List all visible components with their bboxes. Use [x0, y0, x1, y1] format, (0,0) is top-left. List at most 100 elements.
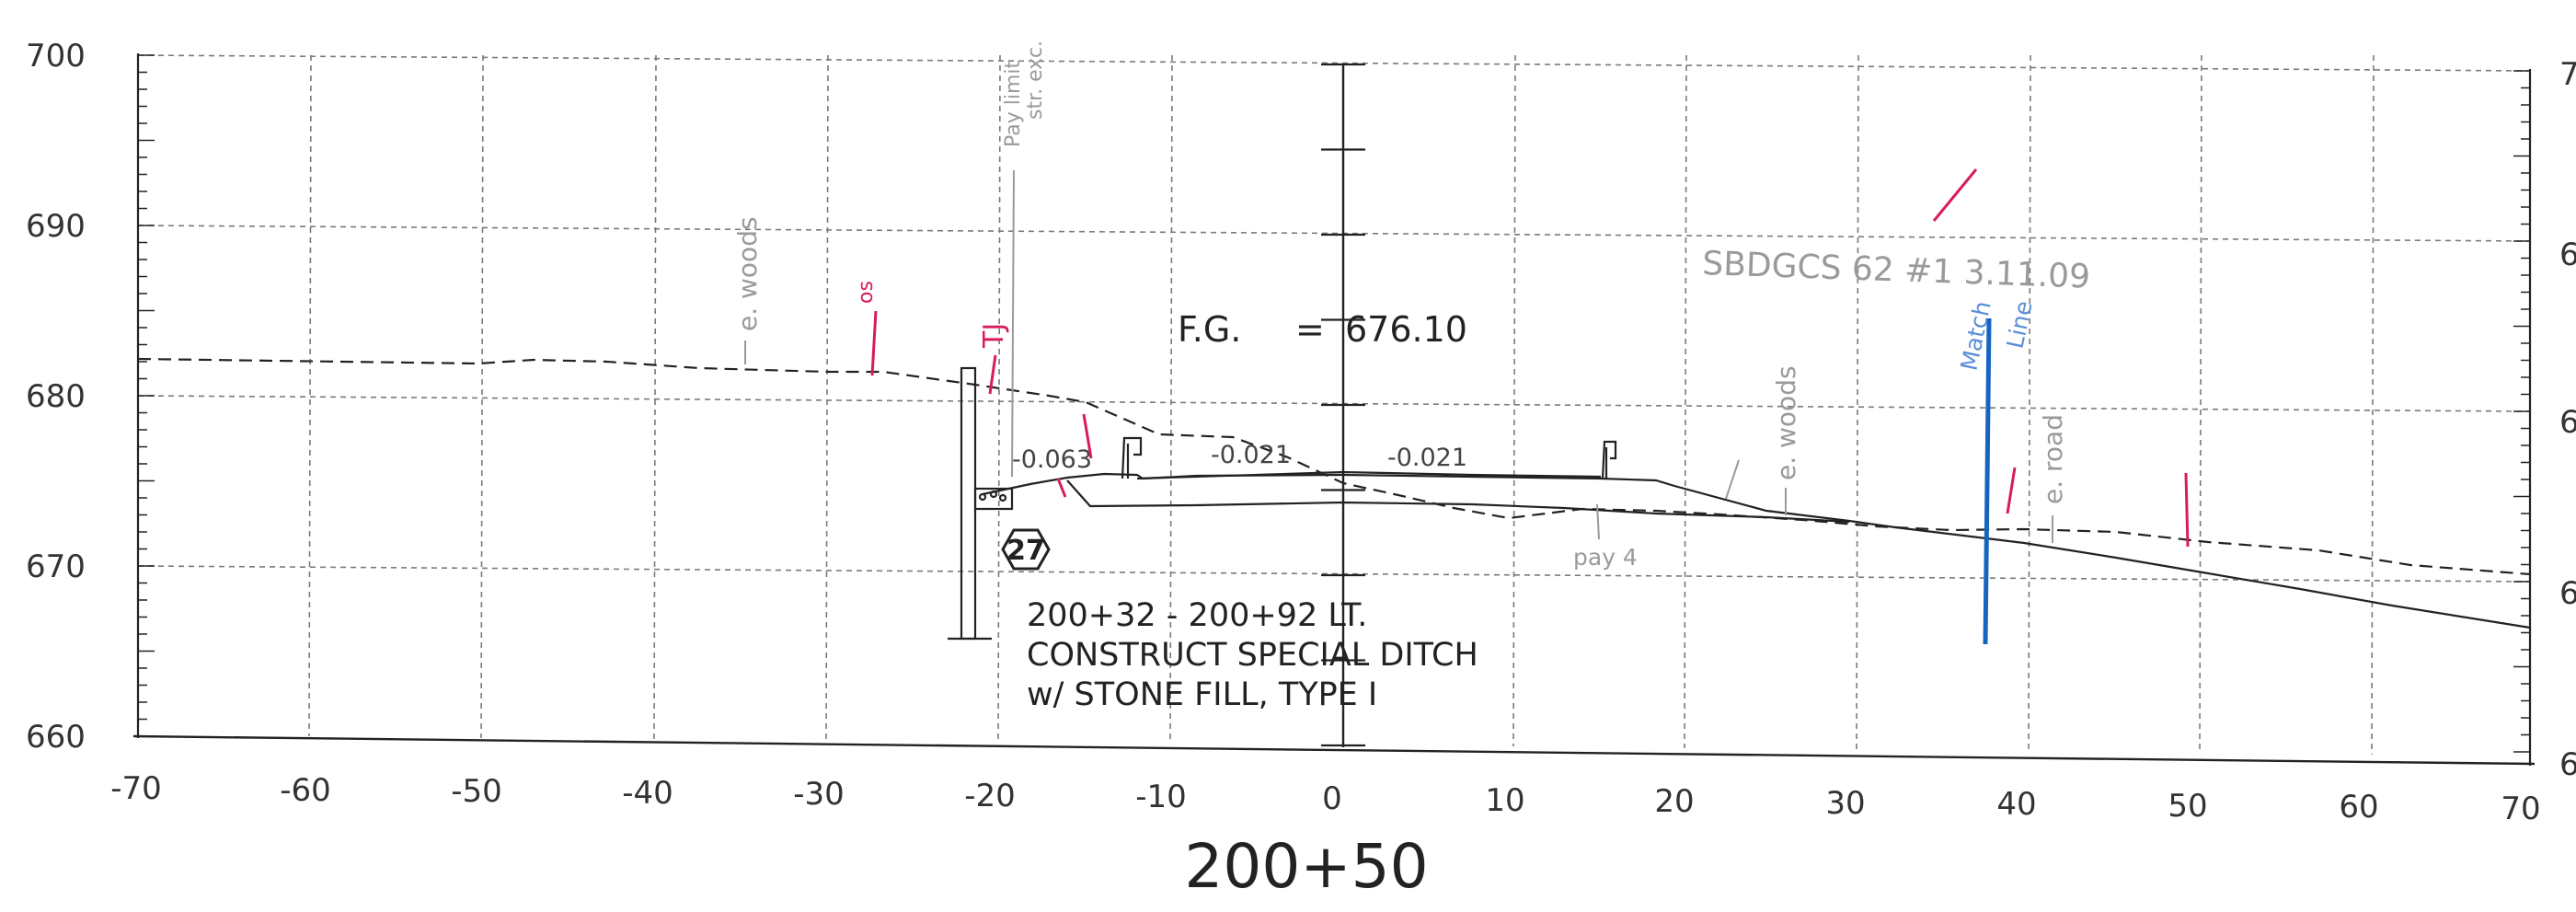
note-line-2: CONSTRUCT SPECIAL DITCH	[1027, 637, 1478, 674]
x-label-0: 0	[1322, 780, 1342, 817]
grid-vline--50	[480, 54, 484, 739]
pay4-note: pay 4	[1573, 544, 1638, 571]
right-label-4: 6	[2559, 746, 2576, 783]
grid-vline-50	[2199, 54, 2202, 754]
axes	[132, 53, 2536, 766]
grid-vline-30	[1856, 54, 1859, 751]
grid-hline-670	[137, 565, 2531, 583]
pay4-pointer	[1596, 503, 1600, 540]
fg-equals: =	[1295, 309, 1325, 350]
y-label-700: 700	[26, 38, 86, 75]
x-label-10: 10	[1485, 782, 1524, 819]
grid-vline-20	[1684, 54, 1687, 749]
x-label-70: 70	[2501, 791, 2540, 827]
slope-label-2: -0.021	[1211, 441, 1291, 469]
finish-grade-label: F.G. = 676.10	[1178, 309, 1467, 350]
grid-vline-10	[1512, 54, 1516, 747]
right-axis-labels: 7 6 6 6 6	[2559, 56, 2576, 783]
slope-labels: -0.063 -0.021 -0.021	[1012, 441, 1467, 474]
stone-fill-dot	[998, 493, 1007, 502]
right-label-2: 6	[2559, 404, 2576, 441]
woods-right-note: e. woods	[1771, 365, 1801, 480]
proposed-grade-line	[982, 472, 2531, 629]
proposed-section	[948, 366, 2531, 641]
construction-note: 200+32 - 200+92 LT. CONSTRUCT SPECIAL DI…	[1027, 597, 1478, 713]
grid-vline--20	[997, 54, 1001, 743]
marker-number: 27	[1006, 535, 1045, 567]
x-label--10: -10	[1135, 779, 1187, 815]
stone-fill-dot	[989, 490, 998, 499]
grid	[137, 54, 2531, 756]
tj-note: TJ	[978, 323, 1010, 349]
match-text-2: Line	[2002, 298, 2038, 351]
stone-fill-dot	[978, 492, 987, 502]
bottom-axis-line	[132, 734, 2536, 766]
x-label--20: -20	[964, 778, 1016, 814]
guardrail-post-right	[1601, 440, 1617, 479]
slope-label-3: -0.021	[1387, 444, 1467, 472]
x-label--70: -70	[110, 770, 162, 807]
grid-hline-680	[137, 395, 2531, 412]
note-line-3: w/ STONE FILL, TYPE I	[1027, 676, 1377, 713]
pay-limit-line	[1011, 169, 1015, 478]
grid-hline-700	[137, 54, 2531, 72]
right-label-3: 6	[2559, 575, 2576, 612]
match-line-group: Match Line	[1956, 298, 2038, 645]
red-pencil-marks: TJ os	[855, 168, 2190, 548]
red-mark-3	[1082, 413, 1093, 459]
fg-label: F.G.	[1178, 309, 1241, 350]
y-axis-labels: 700 690 680 670 660	[26, 38, 86, 756]
red-mark-5	[2006, 467, 2017, 514]
station-label: 200+50	[1184, 831, 1428, 902]
red-mark-2	[988, 354, 997, 395]
note-line-1: 200+32 - 200+92 LT.	[1027, 597, 1367, 634]
right-label-1: 6	[2559, 237, 2576, 273]
pay-limit-note-2: str. exc.	[1024, 40, 1047, 120]
centerline-ticks	[1321, 63, 1365, 747]
grid-vline--30	[825, 54, 829, 742]
grid-vline--60	[308, 54, 312, 737]
woods-left-note: e. woods	[732, 216, 763, 331]
subgrade-line	[1066, 479, 1850, 524]
ditch-box	[973, 487, 1014, 511]
existing-ground-line	[137, 357, 2531, 576]
y-label-680: 680	[26, 378, 86, 415]
y-label-660: 660	[26, 719, 86, 756]
pencil-annotations: e. woods e. woods e. road Pay limit str.…	[732, 40, 2091, 571]
x-label--30: -30	[793, 776, 845, 813]
x-label--40: -40	[622, 775, 673, 812]
y-label-690: 690	[26, 208, 86, 245]
grid-vline-40	[2028, 54, 2031, 752]
slope-label-1: -0.063	[1012, 445, 1092, 474]
x-axis-labels: -70 -60 -50 -40 -30 -20 -10 0 10 20 30 4…	[110, 770, 2540, 827]
grid-vline--40	[653, 54, 657, 740]
x-label-30: 30	[1825, 785, 1865, 822]
grid-vline--10	[1169, 54, 1173, 745]
red-mark-6	[2184, 472, 2190, 548]
pay-limit-note-1: Pay limit	[1002, 60, 1025, 147]
pavement-top-line	[1136, 470, 1602, 480]
x-label-50: 50	[2168, 788, 2207, 825]
x-label-20: 20	[1654, 783, 1694, 820]
survey-note: SBDGCS 62 #1 3.11.09	[1702, 245, 2091, 296]
item-marker: 27	[1001, 528, 1051, 571]
fg-value: 676.10	[1345, 309, 1467, 350]
red-mark-7	[1932, 168, 1978, 222]
road-note: e. road	[2038, 414, 2068, 504]
retaining-wall	[960, 366, 977, 641]
grid-hline-690	[137, 225, 2531, 242]
x-label--60: -60	[280, 772, 331, 809]
hexagon-marker-icon	[1001, 528, 1051, 571]
x-label-60: 60	[2339, 789, 2378, 825]
right-label-0: 7	[2559, 56, 2576, 93]
guardrail-post-left	[1121, 436, 1143, 479]
right-axis-ticks	[2513, 70, 2530, 753]
red-mark-4	[1056, 478, 1067, 498]
left-axis-ticks	[138, 54, 155, 737]
y-label-670: 670	[26, 548, 86, 585]
x-label-40: 40	[1996, 786, 2036, 823]
match-line	[1983, 317, 1992, 645]
red-mark-1	[870, 310, 878, 376]
os-note: os	[855, 281, 878, 304]
